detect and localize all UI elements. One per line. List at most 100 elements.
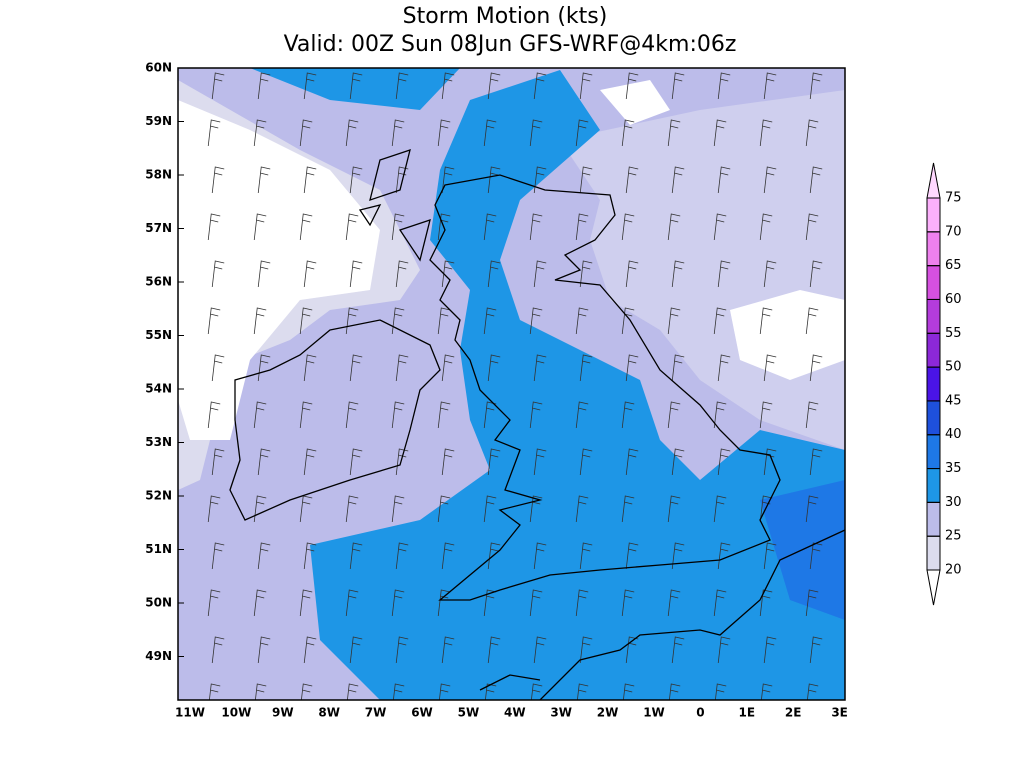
barb	[349, 72, 363, 100]
barb	[671, 72, 685, 100]
wind-barbs	[207, 72, 823, 700]
lat-label: 55N	[145, 328, 172, 342]
colorbar-box	[926, 468, 941, 503]
barb	[253, 119, 267, 147]
barb	[441, 448, 455, 476]
barb	[253, 307, 267, 335]
colorbar-label: 25	[945, 529, 962, 544]
barb	[805, 589, 819, 617]
lat-label: 56N	[145, 275, 172, 289]
lon-label: 3E	[831, 706, 848, 720]
field-white-patch	[600, 80, 670, 125]
lon-label: 1E	[739, 706, 756, 720]
barb	[211, 354, 225, 382]
barb	[621, 213, 635, 241]
barb	[253, 495, 267, 523]
barb	[392, 683, 405, 700]
barb	[299, 307, 313, 335]
barb	[299, 589, 313, 617]
barb	[809, 260, 823, 288]
barb	[579, 636, 593, 664]
barb	[303, 260, 317, 288]
barb	[441, 542, 455, 570]
barb	[763, 542, 777, 570]
barb	[671, 542, 685, 570]
lon-label: 2E	[785, 706, 802, 720]
barb	[349, 260, 363, 288]
colorbar-label: 30	[945, 495, 962, 510]
barb	[345, 119, 359, 147]
barb	[529, 589, 543, 617]
barb	[211, 636, 225, 664]
barb	[253, 401, 267, 429]
colorbar-label: 75	[945, 191, 962, 206]
barb	[257, 542, 271, 570]
colorbar-label: 55	[945, 326, 962, 341]
barb	[533, 260, 547, 288]
lon-label: 4W	[504, 706, 526, 720]
barb	[671, 260, 685, 288]
barb	[667, 119, 681, 147]
lat-label: 60N	[145, 61, 172, 75]
colorbar-label: 35	[945, 461, 962, 476]
barb	[713, 495, 727, 523]
barb	[529, 213, 543, 241]
barb	[759, 307, 773, 335]
barb	[579, 448, 593, 476]
colorbar-label: 65	[945, 258, 962, 273]
barb	[253, 213, 267, 241]
barb	[713, 119, 727, 147]
barb	[211, 448, 225, 476]
barb	[207, 401, 221, 429]
barb	[487, 542, 501, 570]
barb	[345, 401, 359, 429]
field-white	[178, 100, 380, 440]
barb	[529, 307, 543, 335]
lon-label: 3W	[550, 706, 572, 720]
barb	[713, 589, 727, 617]
lat-label: 53N	[145, 435, 172, 449]
barb	[303, 354, 317, 382]
barb	[345, 495, 359, 523]
lon-label: 11W	[175, 706, 205, 720]
barb	[621, 589, 635, 617]
barb	[303, 72, 317, 100]
barb	[441, 354, 455, 382]
barb	[487, 354, 501, 382]
barb	[254, 683, 267, 700]
barb	[257, 636, 271, 664]
barb	[483, 589, 497, 617]
barb	[533, 166, 547, 194]
barb	[391, 589, 405, 617]
barb	[530, 683, 543, 700]
barb	[437, 119, 451, 147]
barb	[625, 72, 639, 100]
barb	[621, 401, 635, 429]
barb	[760, 683, 773, 700]
barb	[713, 401, 727, 429]
barb	[391, 401, 405, 429]
barb	[437, 401, 451, 429]
barb	[805, 119, 819, 147]
brittany	[479, 674, 541, 691]
lat-label: 54N	[145, 382, 172, 396]
barb	[395, 542, 409, 570]
barb	[208, 683, 221, 700]
barb	[441, 72, 455, 100]
barb	[759, 495, 773, 523]
barb	[575, 495, 589, 523]
barb	[533, 72, 547, 100]
field-blue-north	[250, 68, 460, 110]
barb	[576, 683, 589, 700]
barb	[806, 683, 819, 700]
barb	[211, 542, 225, 570]
colorbar-label: 60	[945, 292, 962, 307]
ireland	[229, 319, 441, 521]
barb	[257, 260, 271, 288]
barb	[809, 354, 823, 382]
barb	[713, 307, 727, 335]
barb	[529, 119, 543, 147]
barb	[579, 354, 593, 382]
barb	[763, 636, 777, 664]
barb	[391, 213, 405, 241]
